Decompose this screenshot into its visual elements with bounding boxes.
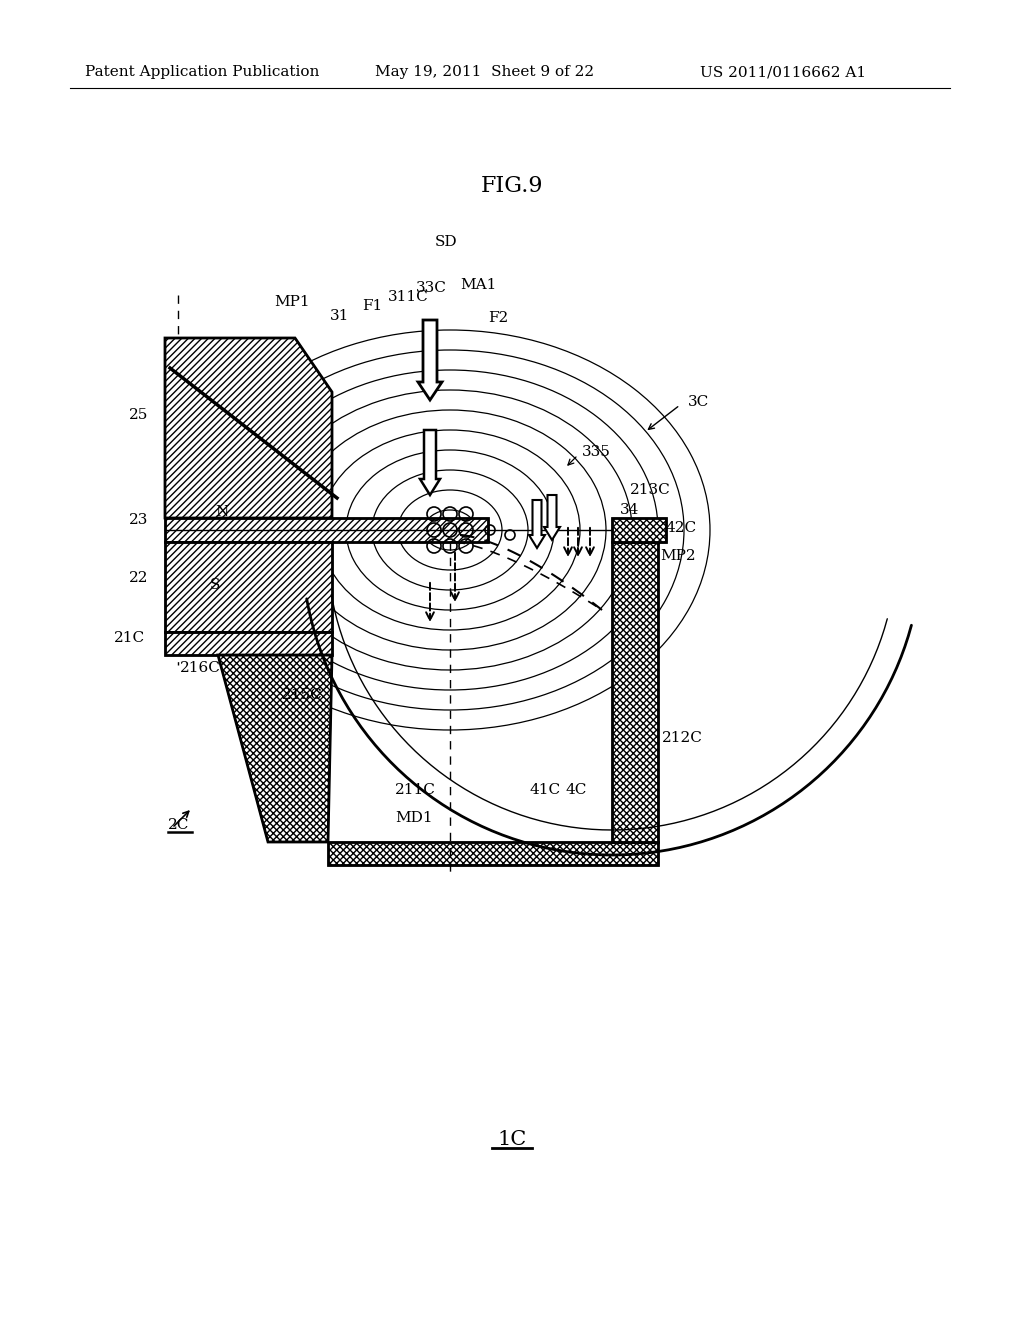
Text: MD1: MD1 [395, 810, 432, 825]
Text: MP2: MP2 [660, 549, 695, 564]
Text: Patent Application Publication: Patent Application Publication [85, 65, 319, 79]
Text: 21C: 21C [114, 631, 145, 645]
Text: SD: SD [435, 235, 458, 249]
Polygon shape [218, 655, 332, 842]
Text: 211C: 211C [395, 783, 436, 797]
Text: FIG.9: FIG.9 [480, 176, 544, 197]
Text: F1: F1 [362, 300, 382, 313]
Text: May 19, 2011  Sheet 9 of 22: May 19, 2011 Sheet 9 of 22 [375, 65, 594, 79]
Text: 2C: 2C [168, 818, 189, 832]
Polygon shape [328, 842, 658, 865]
FancyArrow shape [544, 495, 560, 540]
Text: 4C: 4C [565, 783, 587, 797]
Text: N: N [215, 506, 228, 519]
Text: 216C: 216C [180, 661, 221, 675]
Polygon shape [165, 632, 332, 655]
Text: 212C: 212C [662, 731, 702, 744]
Text: S: S [210, 578, 220, 591]
Text: 3C: 3C [688, 395, 710, 409]
Polygon shape [612, 517, 666, 543]
Text: 335: 335 [582, 445, 611, 459]
Text: MA1: MA1 [460, 279, 497, 292]
Text: US 2011/0116662 A1: US 2011/0116662 A1 [700, 65, 866, 79]
FancyArrow shape [420, 430, 440, 495]
Text: 31: 31 [330, 309, 349, 323]
Text: 42C: 42C [665, 521, 696, 535]
Polygon shape [165, 338, 332, 517]
Text: 41C: 41C [530, 783, 561, 797]
Text: 215C: 215C [282, 688, 323, 702]
Text: MP1: MP1 [274, 294, 310, 309]
Text: F2: F2 [488, 312, 508, 325]
FancyArrow shape [529, 500, 545, 548]
Polygon shape [612, 543, 658, 842]
Text: 33C: 33C [416, 281, 446, 294]
Text: 34: 34 [620, 503, 639, 517]
Text: 23: 23 [129, 513, 148, 527]
Text: 1C: 1C [498, 1130, 526, 1148]
FancyArrow shape [418, 319, 442, 400]
Text: 311C: 311C [388, 290, 429, 304]
Text: 22: 22 [128, 572, 148, 585]
Polygon shape [165, 517, 488, 543]
Text: 25: 25 [129, 408, 148, 422]
Polygon shape [165, 543, 332, 632]
Text: 213C: 213C [630, 483, 671, 498]
